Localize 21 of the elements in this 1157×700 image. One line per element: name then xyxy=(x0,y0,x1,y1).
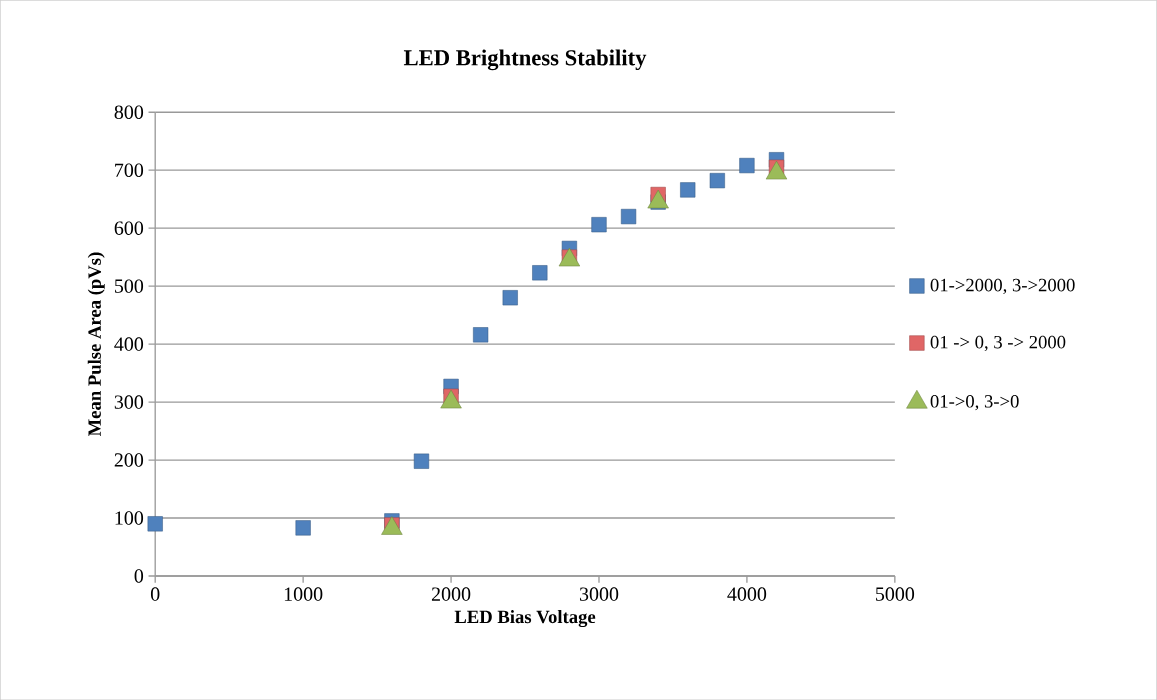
legend-label: 01 -> 0, 3 -> 2000 xyxy=(930,335,1066,352)
y-tick-label: 800 xyxy=(114,105,144,119)
x-tick-label: 0 xyxy=(150,587,160,601)
x-tick-label: 1000 xyxy=(284,587,323,601)
x-tick-label: 3000 xyxy=(579,587,619,601)
legend-label: 01->0, 3->0 xyxy=(930,394,1019,411)
y-tick-label: 700 xyxy=(115,163,144,177)
y-tick-label: 200 xyxy=(114,453,144,467)
y-axis-title: Mean Pulse Area (pVs) xyxy=(87,252,105,437)
y-tick-label: 0 xyxy=(134,569,144,583)
y-tick-label: 400 xyxy=(114,337,144,351)
x-tick-label: 2000 xyxy=(431,587,471,601)
y-tick-label: 600 xyxy=(114,221,144,235)
y-tick-label: 500 xyxy=(115,279,144,293)
x-tick-label: 4000 xyxy=(727,587,767,601)
y-tick-label: 300 xyxy=(114,395,144,409)
legend-label: 01->2000, 3->2000 xyxy=(930,278,1075,294)
chart-title: LED Brightness Stability xyxy=(403,49,647,71)
x-axis-title: LED Bias Voltage xyxy=(454,609,596,627)
x-tick-label: 5000 xyxy=(876,587,915,601)
y-tick-label: 100 xyxy=(115,511,144,525)
